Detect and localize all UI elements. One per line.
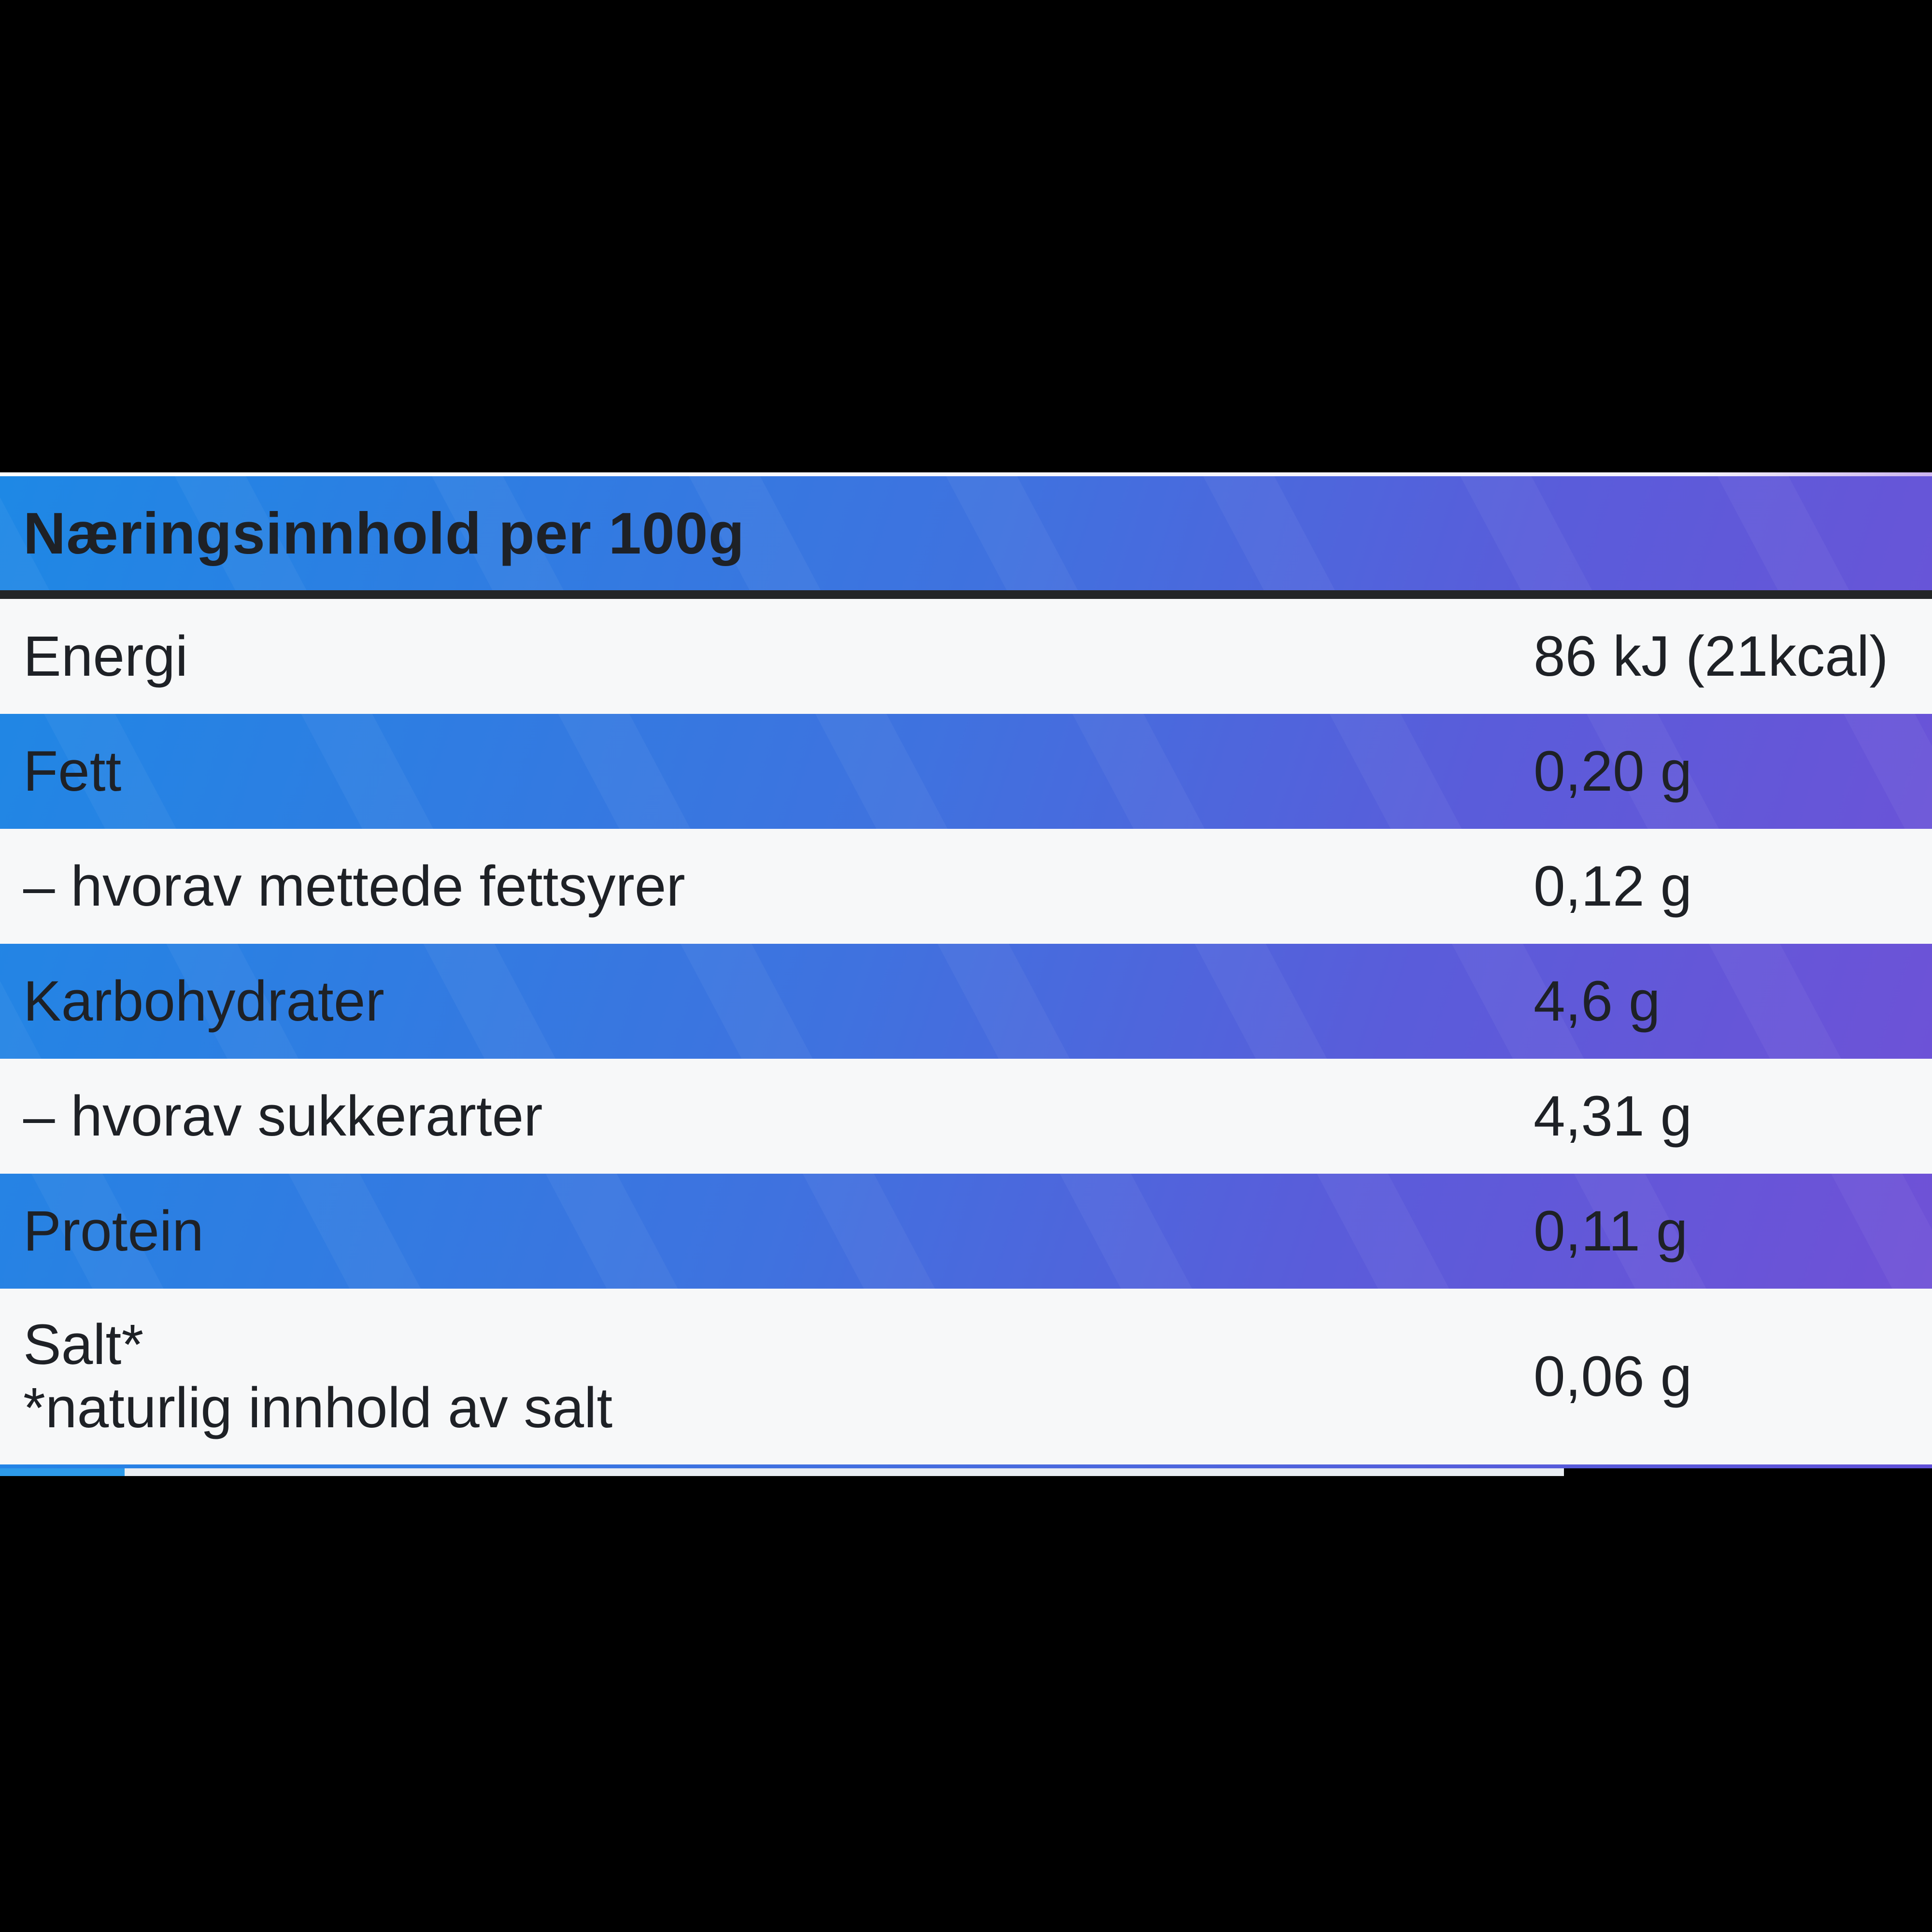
next-card-sliver: [0, 1468, 1932, 1476]
table-row-karbohydrater: Karbohydrater 4,6 g: [0, 944, 1932, 1059]
row-value: 0,11 g: [1534, 1199, 1688, 1263]
row-label: Protein: [23, 1199, 204, 1263]
row-label: Karbohydrater: [23, 969, 384, 1033]
table-row-mettede-fettsyrer: – hvorav mettede fettsyrer 0,12 g: [0, 829, 1932, 944]
nutrition-table-card: Næringsinnhold per 100g Energi 86 kJ (21…: [0, 472, 1932, 1464]
salt-footnote: *naturlig innhold av salt: [23, 1376, 613, 1440]
table-title: Næringsinnhold per 100g: [23, 500, 745, 566]
table-header: Næringsinnhold per 100g: [0, 476, 1932, 590]
row-label: Energi: [23, 625, 188, 688]
row-value: 4,6 g: [1534, 969, 1661, 1033]
table-row-energi: Energi 86 kJ (21kcal): [0, 599, 1932, 714]
header-divider: [0, 590, 1932, 599]
table-top-border: [0, 472, 1932, 476]
next-card-top-border: [0, 1464, 1932, 1468]
row-label: – hvorav mettede fettsyrer: [23, 854, 685, 918]
table-row-salt: Salt* *naturlig innhold av salt 0,06 g: [0, 1289, 1932, 1464]
table-row-protein: Protein 0,11 g: [0, 1174, 1932, 1289]
row-value: 0,12 g: [1534, 854, 1692, 918]
row-label: – hvorav sukkerarter: [23, 1084, 543, 1148]
table-row-sukkerarter: – hvorav sukkerarter 4,31 g: [0, 1059, 1932, 1174]
row-label: Salt* *naturlig innhold av salt: [23, 1313, 612, 1440]
row-value: 0,06 g: [1534, 1345, 1692, 1408]
row-value: 0,20 g: [1534, 739, 1692, 803]
row-value: 86 kJ (21kcal): [1534, 625, 1889, 688]
salt-label-line: Salt*: [23, 1313, 144, 1377]
table-row-fett: Fett 0,20 g: [0, 714, 1932, 829]
row-value: 4,31 g: [1534, 1084, 1692, 1148]
row-label: Fett: [23, 739, 122, 803]
